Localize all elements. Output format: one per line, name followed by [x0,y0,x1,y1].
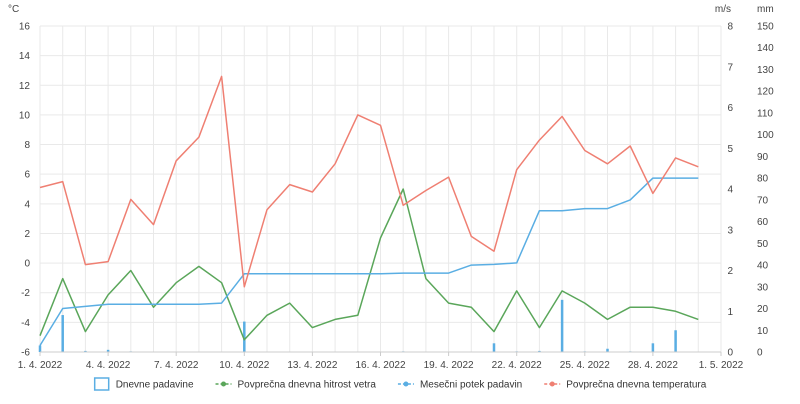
precipitation-bar [106,349,110,352]
legend-marker [549,381,555,387]
precipitation-tick-label: 50 [757,239,769,250]
precipitation-bar [38,345,42,352]
precipitation-tick-label: 150 [757,22,774,33]
x-tick-label: 4. 4. 2022 [86,360,131,371]
temperature-tick-label: 10 [19,110,31,121]
temperature-tick-label: 12 [19,81,31,92]
precipitation-bar [674,330,677,352]
x-tick-label: 28. 4. 2022 [628,360,678,371]
legend-item[interactable]: Povprečna dnevna temperatura [544,380,707,391]
wind-tick-label: 2 [727,266,733,277]
precipitation-bar [492,343,496,352]
precipitation-tick-label: 100 [757,130,774,141]
temperature-tick-label: 16 [19,22,31,33]
legend-item[interactable]: Mesečni potek padavin [397,380,522,391]
x-tick-label: 25. 4. 2022 [560,360,610,371]
legend-label: Povprečna dnevna hitrost vetra [238,380,377,391]
legend-label: Povprečna dnevna temperatura [566,380,707,391]
legend-bar-symbol [93,377,110,391]
temperature-tick-label: 4 [24,199,30,210]
wind-tick-label: 4 [727,185,733,196]
series-line-3 [39,75,699,288]
precipitation-tick-label: 120 [757,87,774,98]
x-tick-label: 19. 4. 2022 [424,360,474,371]
wind-tick-label: 6 [727,103,733,114]
precipitation-tick-label: 90 [757,152,769,163]
precipitation-tick-label: 30 [757,282,769,293]
precipitation-tick-label: 140 [757,43,774,54]
wind-tick-label: 0 [727,348,733,359]
precipitation-bar [61,315,64,352]
temperature-tick-label: 2 [24,229,30,240]
temperature-tick-label: -6 [21,348,30,359]
temperature-tick-label: 8 [24,140,30,151]
legend-item[interactable]: Povprečna dnevna hitrost vetra [215,380,377,391]
grid-layer [39,25,722,353]
x-tick-label: 1. 4. 2022 [18,360,63,371]
x-tick-label: 7. 4. 2022 [154,360,199,371]
temperature-tick-label: -4 [21,318,30,329]
legend-label: Dnevne padavine [116,380,194,391]
legend-marker [221,381,227,387]
wind-tick-label: 5 [727,144,733,155]
precipitation-tick-label: 20 [757,304,769,315]
legend-item[interactable]: Dnevne padavine [93,377,194,391]
temperature-tick-label: -2 [21,288,30,299]
x-tick-label: 1. 5. 2022 [699,360,744,371]
precipitation-tick-label: 110 [757,108,773,119]
temperature-tick-label: 14 [19,51,31,62]
legend-marker [403,381,409,387]
precipitation-tick-label: 80 [757,174,769,185]
precipitation-bar [606,348,609,352]
temperature-tick-label: 6 [24,170,30,181]
precipitation-bar [538,350,541,352]
x-tick-label: 22. 4. 2022 [492,360,542,371]
precipitation-tick-label: 70 [757,195,769,206]
precipitation-bar [560,299,564,352]
series-line-1 [39,188,699,341]
legend: Dnevne padavine Povprečna dnevna hitrost … [93,377,707,391]
temperature-unit-label: °C [8,4,19,15]
x-tick-label: 10. 4. 2022 [219,360,269,371]
precipitation-bar [84,350,87,352]
wind-tick-label: 8 [727,22,733,33]
wind-tick-label: 7 [727,62,733,73]
series-lines [39,75,699,346]
precipitation-unit-label: mm [757,4,774,15]
wind-unit-label: m/s [715,4,731,15]
series-line-2 [39,177,699,346]
temperature-tick-label: 0 [24,259,30,270]
precipitation-tick-label: 40 [757,261,769,272]
precipitation-tick-label: 130 [757,65,774,76]
legend-label: Mesečni potek padavin [420,380,522,391]
precipitation-tick-label: 0 [757,348,763,359]
x-tick-label: 13. 4. 2022 [287,360,337,371]
wind-tick-label: 1 [727,307,733,318]
wind-tick-label: 3 [727,225,733,236]
precipitation-tick-label: 60 [757,217,769,228]
x-tick-label: 16. 4. 2022 [355,360,405,371]
precipitation-bar [651,343,655,352]
precipitation-tick-label: 10 [757,326,769,337]
precipitation-bar [243,321,246,352]
